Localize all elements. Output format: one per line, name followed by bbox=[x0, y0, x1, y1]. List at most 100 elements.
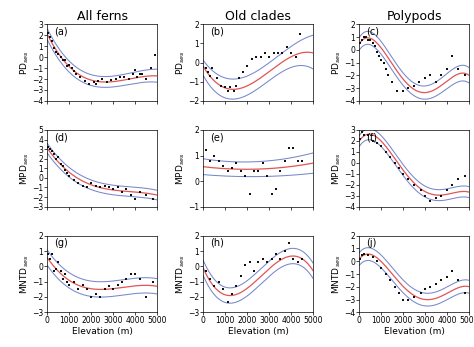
Point bbox=[369, 255, 376, 260]
Point bbox=[461, 290, 469, 296]
Title: Old clades: Old clades bbox=[226, 10, 291, 23]
Point bbox=[360, 34, 368, 40]
Point bbox=[389, 79, 396, 85]
Point bbox=[213, 75, 220, 81]
Y-axis label: MNTD$_{ses}$: MNTD$_{ses}$ bbox=[18, 254, 31, 294]
Point bbox=[74, 180, 82, 185]
Point bbox=[53, 266, 60, 272]
Point bbox=[131, 67, 139, 73]
Point bbox=[233, 160, 240, 166]
Point bbox=[57, 268, 64, 274]
Point bbox=[404, 177, 411, 182]
Point bbox=[250, 268, 258, 274]
Point bbox=[50, 45, 58, 51]
Point bbox=[410, 294, 418, 300]
Point bbox=[285, 240, 293, 246]
Point bbox=[386, 154, 394, 160]
Point bbox=[57, 54, 64, 60]
Point bbox=[281, 158, 289, 163]
Point bbox=[360, 251, 368, 256]
Point bbox=[224, 168, 231, 174]
Point bbox=[444, 66, 451, 72]
Point bbox=[59, 276, 66, 281]
Point bbox=[237, 273, 245, 278]
Text: (f): (f) bbox=[366, 132, 377, 142]
Point bbox=[233, 283, 240, 289]
Point bbox=[283, 44, 291, 50]
Point bbox=[123, 187, 130, 192]
Point bbox=[235, 75, 242, 81]
Point bbox=[88, 294, 95, 300]
Point bbox=[437, 73, 445, 78]
Point bbox=[410, 182, 418, 187]
Point bbox=[202, 147, 210, 153]
Point bbox=[45, 30, 52, 36]
Point bbox=[362, 34, 370, 40]
Point bbox=[204, 69, 211, 75]
Point bbox=[83, 287, 91, 292]
Point bbox=[257, 54, 264, 60]
Point bbox=[70, 69, 78, 74]
Point bbox=[206, 158, 214, 163]
Point bbox=[96, 294, 104, 300]
Point bbox=[296, 31, 304, 37]
Point bbox=[209, 66, 216, 71]
Y-axis label: PD$_{ses}$: PD$_{ses}$ bbox=[18, 50, 31, 75]
Point bbox=[61, 168, 69, 173]
Point bbox=[391, 284, 398, 289]
Point bbox=[432, 281, 440, 287]
Point bbox=[382, 149, 390, 155]
Point bbox=[149, 279, 156, 285]
Point bbox=[125, 76, 133, 82]
Point bbox=[206, 73, 214, 79]
Point bbox=[224, 299, 231, 304]
Point bbox=[288, 50, 295, 56]
Point bbox=[455, 66, 462, 72]
Point bbox=[366, 37, 374, 42]
Point bbox=[264, 173, 271, 179]
Point bbox=[217, 83, 225, 88]
Title: All ferns: All ferns bbox=[77, 10, 128, 23]
Point bbox=[358, 129, 365, 135]
X-axis label: Elevation (m): Elevation (m) bbox=[384, 327, 445, 336]
Point bbox=[92, 291, 100, 297]
Point bbox=[290, 256, 297, 261]
Point bbox=[365, 133, 372, 138]
Point bbox=[68, 65, 75, 71]
Point bbox=[400, 171, 407, 177]
Point bbox=[461, 73, 469, 78]
Point bbox=[437, 193, 445, 198]
Point bbox=[365, 37, 372, 42]
Point bbox=[143, 192, 150, 198]
Y-axis label: MNTD$_{ses}$: MNTD$_{ses}$ bbox=[174, 254, 187, 294]
Y-axis label: PD$_{ses}$: PD$_{ses}$ bbox=[174, 50, 187, 75]
Text: (h): (h) bbox=[210, 238, 224, 248]
Point bbox=[101, 183, 109, 188]
Point bbox=[373, 140, 381, 146]
Point bbox=[228, 291, 236, 297]
Text: (b): (b) bbox=[210, 27, 224, 36]
Point bbox=[455, 177, 462, 182]
Point bbox=[50, 268, 58, 274]
Point bbox=[114, 185, 121, 190]
Point bbox=[221, 85, 229, 90]
Point bbox=[109, 187, 117, 192]
Point bbox=[92, 82, 100, 87]
Point bbox=[448, 182, 456, 187]
Point bbox=[107, 77, 115, 83]
Point bbox=[239, 69, 247, 75]
Point bbox=[259, 160, 266, 166]
Y-axis label: MPD$_{ses}$: MPD$_{ses}$ bbox=[18, 152, 31, 185]
Point bbox=[210, 153, 218, 158]
Point bbox=[448, 53, 456, 59]
Point bbox=[215, 158, 223, 163]
Point bbox=[268, 256, 275, 261]
Text: (g): (g) bbox=[54, 238, 68, 248]
Point bbox=[215, 279, 223, 285]
Point bbox=[48, 251, 55, 257]
Point bbox=[127, 271, 135, 277]
Point bbox=[210, 283, 218, 289]
Point bbox=[369, 138, 376, 144]
Point bbox=[64, 170, 71, 176]
Point bbox=[382, 66, 390, 72]
